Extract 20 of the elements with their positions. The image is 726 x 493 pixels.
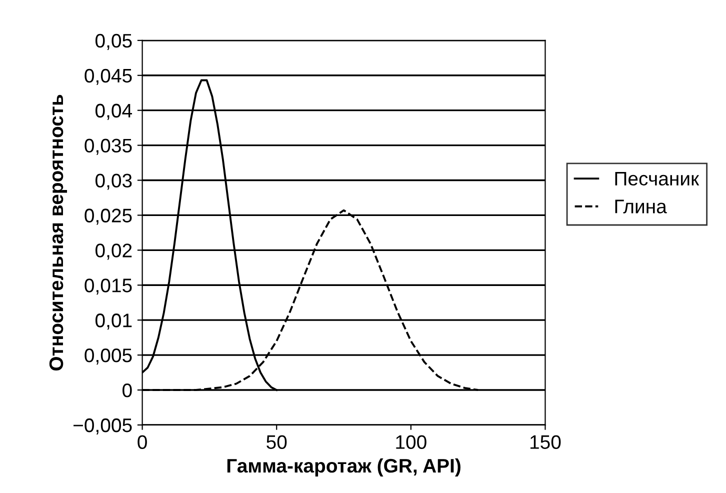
legend-label: Песчаник xyxy=(615,172,700,186)
x-tick-label: 150 xyxy=(530,435,561,449)
legend-label: Глина xyxy=(615,200,667,214)
x-tick-label: 0 xyxy=(138,435,147,449)
x-tick-label: 50 xyxy=(266,435,287,449)
y-tick-label: 0,035 xyxy=(84,138,132,155)
y-tick-label: 0,01 xyxy=(95,314,132,330)
x-axis-title: Гамма-каротаж (GR, API) xyxy=(227,458,460,476)
y-tick-label: 0,03 xyxy=(95,174,132,190)
y-tick-label: 0,045 xyxy=(84,68,132,85)
y-tick-label: 0,04 xyxy=(95,104,132,120)
y-tick-label: 0,05 xyxy=(95,34,132,50)
y-axis-title: Относительная вероятность xyxy=(49,94,68,370)
x-tick-label: 100 xyxy=(396,435,426,449)
y-tick-label: 0,02 xyxy=(95,244,132,260)
y-tick-label: 0 xyxy=(122,383,132,398)
y-tick-label: 0,025 xyxy=(84,208,132,225)
y-tick-label: 0,005 xyxy=(84,348,132,365)
y-tick-label: 0,015 xyxy=(84,278,132,295)
y-tick-label: −0,005 xyxy=(74,418,132,434)
